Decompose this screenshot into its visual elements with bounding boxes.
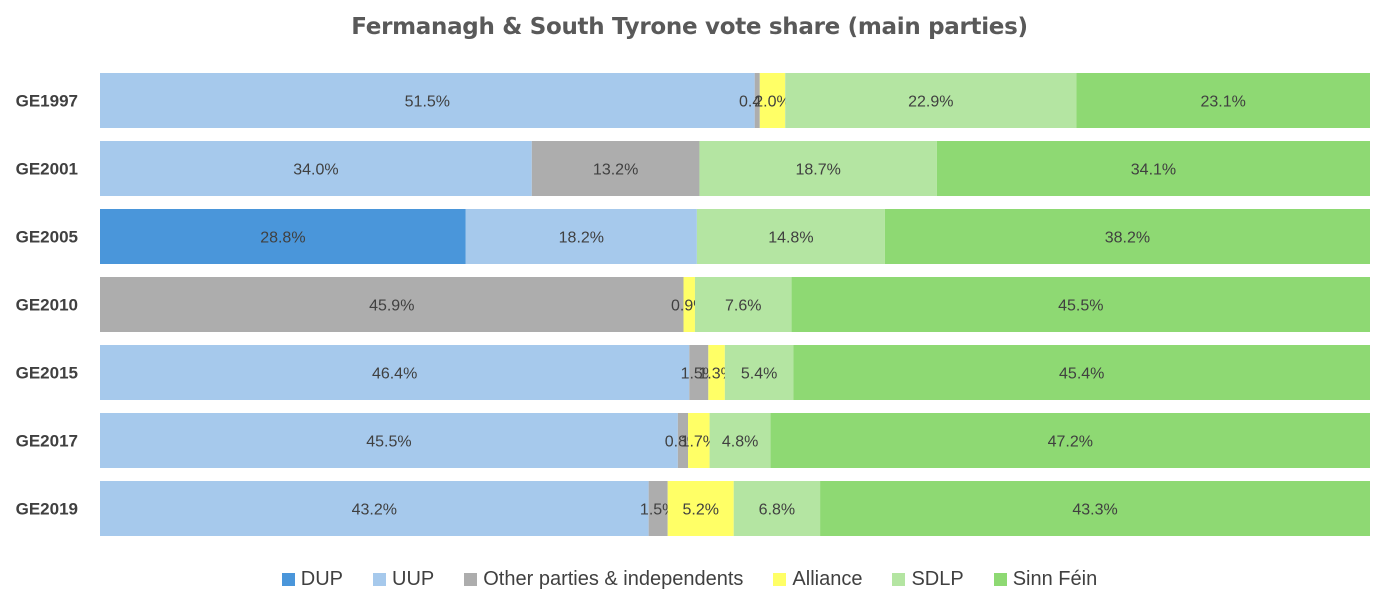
data-label-uup-ge1997: 51.5% <box>405 94 450 111</box>
bar-uup-ge2019 <box>100 481 649 536</box>
legend-swatch-sdlp <box>892 573 906 586</box>
category-label-ge2019: GE2019 <box>16 500 78 519</box>
category-label-ge1997: GE1997 <box>16 92 78 111</box>
bar-alliance-ge2010 <box>683 277 695 332</box>
stacked-bar-chart: GE1997 51.5% 0.4%2.0% 22.9% 23.1%GE2001 34.0%… <box>16 73 1370 536</box>
legend-label-sdlp: SDLP <box>911 568 964 590</box>
bar-sdlp-ge2015 <box>724 345 794 400</box>
bar-sinn-f-in-ge2017 <box>770 413 1370 468</box>
bar-other-parties-independents-ge2017 <box>677 413 689 468</box>
data-label-alliance-ge1997: 2.0% <box>754 94 790 111</box>
bar-sdlp-ge2019 <box>733 481 821 536</box>
bar-other-parties-independents-ge2001 <box>531 141 700 196</box>
data-label-sinn-f-in-ge2001: 34.1% <box>1131 162 1176 179</box>
data-label-uup-ge2017: 45.5% <box>366 434 411 451</box>
bar-other-parties-independents-ge1997 <box>754 73 760 128</box>
data-label-sdlp-ge2019: 6.8% <box>759 502 795 519</box>
legend-label-sinn-f-in: Sinn Féin <box>1012 568 1098 590</box>
category-label-ge2015: GE2015 <box>16 364 78 383</box>
legend-item-alliance: Alliance <box>773 568 862 591</box>
legend-label-other-parties-independents: Other parties & independents <box>483 568 744 590</box>
bar-sinn-f-in-ge2019 <box>820 481 1370 536</box>
legend-label-uup: UUP <box>392 568 435 590</box>
bar-other-parties-independents-ge2019 <box>648 481 668 536</box>
category-label-ge2010: GE2010 <box>16 296 78 315</box>
bar-alliance-ge2019 <box>667 481 734 536</box>
data-label-other-parties-independents-ge2015: 1.5% <box>681 366 717 383</box>
data-label-sdlp-ge2015: 5.4% <box>741 366 777 383</box>
data-label-other-parties-independents-ge2019: 1.5% <box>640 502 676 519</box>
bar-uup-ge1997 <box>100 73 755 128</box>
legend-swatch-alliance <box>773 573 787 586</box>
data-label-sdlp-ge2010: 7.6% <box>725 298 761 315</box>
chart-legend: DUP UUP Other parties & independents Allian… <box>0 568 1379 591</box>
legend-label-dup: DUP <box>300 568 344 590</box>
bar-alliance-ge2017 <box>688 413 710 468</box>
bar-alliance-ge1997 <box>759 73 786 128</box>
data-label-sdlp-ge2001: 18.7% <box>796 162 841 179</box>
bar-uup-ge2005 <box>465 209 697 264</box>
chart-title: Fermanagh & South Tyrone vote share (mai… <box>351 14 1028 40</box>
bar-other-parties-independents-ge2015 <box>689 345 709 400</box>
legend-item-other-parties-independents: Other parties & independents <box>464 568 743 591</box>
data-label-sdlp-ge2005: 14.8% <box>768 230 813 247</box>
category-label-ge2017: GE2017 <box>16 432 78 451</box>
legend-item-uup: UUP <box>373 568 434 591</box>
bar-dup-ge2005 <box>100 209 466 264</box>
data-label-sinn-f-in-ge2015: 45.4% <box>1059 366 1104 383</box>
bar-sdlp-ge2005 <box>696 209 885 264</box>
data-label-alliance-ge2019: 5.2% <box>682 502 718 519</box>
bar-uup-ge2017 <box>100 413 678 468</box>
data-label-sinn-f-in-ge2019: 43.3% <box>1072 502 1117 519</box>
bar-alliance-ge2015 <box>708 345 725 400</box>
legend-swatch-uup <box>373 573 387 586</box>
data-label-sdlp-ge2017: 4.8% <box>722 434 758 451</box>
legend-item-sdlp: SDLP <box>892 568 964 591</box>
bar-other-parties-independents-ge2010 <box>100 277 684 332</box>
bar-sinn-f-in-ge1997 <box>1076 73 1370 128</box>
data-label-uup-ge2015: 46.4% <box>372 366 417 383</box>
data-label-uup-ge2019: 43.2% <box>352 502 397 519</box>
data-label-dup-ge2005: 28.8% <box>260 230 305 247</box>
data-label-sinn-f-in-ge2005: 38.2% <box>1105 230 1150 247</box>
bar-sdlp-ge2017 <box>709 413 771 468</box>
legend-label-alliance: Alliance <box>792 568 863 590</box>
legend-swatch-other-parties-independents <box>464 573 478 586</box>
bar-uup-ge2015 <box>100 345 690 400</box>
legend-item-dup: DUP <box>281 568 344 591</box>
data-label-other-parties-independents-ge2010: 45.9% <box>369 298 414 315</box>
bar-sinn-f-in-ge2001 <box>936 141 1370 196</box>
data-label-uup-ge2005: 18.2% <box>559 230 604 247</box>
legend-swatch-sinn-f-in <box>993 573 1007 586</box>
bar-sinn-f-in-ge2015 <box>793 345 1370 400</box>
data-label-sinn-f-in-ge2017: 47.2% <box>1048 434 1093 451</box>
data-label-sinn-f-in-ge2010: 45.5% <box>1058 298 1103 315</box>
bar-sinn-f-in-ge2005 <box>884 209 1370 264</box>
bar-sdlp-ge1997 <box>785 73 1077 128</box>
data-label-sdlp-ge1997: 22.9% <box>908 94 953 111</box>
bar-sdlp-ge2001 <box>699 141 937 196</box>
data-label-other-parties-independents-ge2001: 13.2% <box>593 162 638 179</box>
data-label-alliance-ge2017: 1.7% <box>681 434 717 451</box>
legend-item-sinn-f-in: Sinn Féin <box>993 568 1098 591</box>
category-label-ge2005: GE2005 <box>16 228 78 247</box>
bar-sinn-f-in-ge2010 <box>791 277 1370 332</box>
bar-uup-ge2001 <box>100 141 532 196</box>
data-label-uup-ge2001: 34.0% <box>293 162 338 179</box>
legend-swatch-dup <box>281 573 295 586</box>
category-label-ge2001: GE2001 <box>16 160 78 179</box>
data-label-sinn-f-in-ge1997: 23.1% <box>1200 94 1245 111</box>
bar-sdlp-ge2010 <box>694 277 792 332</box>
